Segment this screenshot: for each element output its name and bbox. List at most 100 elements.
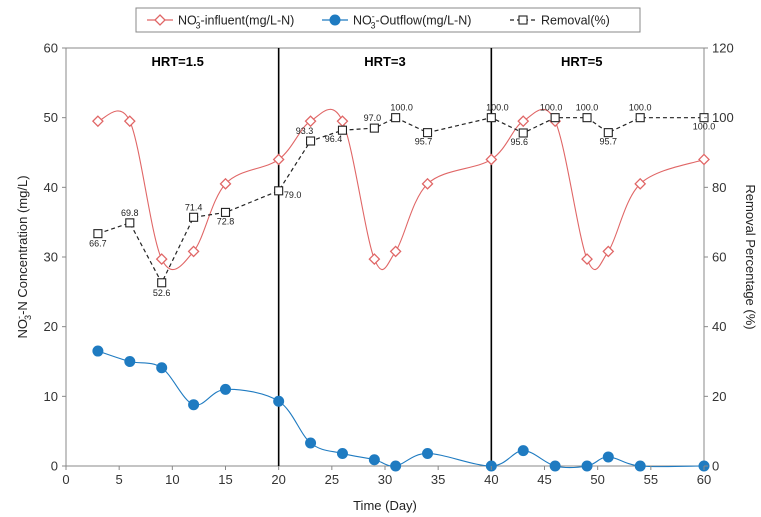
point-influent	[123, 115, 136, 128]
y-tick-label: 50	[44, 110, 58, 125]
point-influent	[219, 177, 232, 190]
data-label-removal: 97.0	[364, 113, 382, 123]
point-removal	[125, 218, 135, 228]
y2-tick-label: 40	[712, 319, 726, 334]
x-tick-label: 55	[644, 472, 658, 487]
point-influent	[91, 115, 104, 128]
y2-tick-label: 100	[712, 110, 734, 125]
point-influent	[581, 253, 593, 266]
point-removal	[550, 113, 560, 123]
point-removal	[635, 113, 645, 123]
legend: NO-3-influent(mg/L-N) NO-3-Outflow(mg/L-N…	[135, 7, 641, 33]
data-label-removal: 100.0	[486, 103, 509, 113]
point-removal	[582, 113, 592, 123]
series-line-influent	[97, 108, 705, 271]
y-axis-title: NO-3-N Concentration (mg/L)	[14, 175, 33, 338]
legend-label-outflow: NO-3-Outflow(mg/L-N)	[353, 12, 471, 31]
y-tick-label: 10	[44, 389, 58, 404]
point-removal	[157, 278, 167, 288]
point-removal	[422, 128, 433, 138]
point-removal	[391, 113, 401, 123]
x-tick-label: 10	[165, 472, 179, 487]
x-tick-label: 20	[271, 472, 285, 487]
point-outflow	[390, 460, 402, 472]
x-tick-label: 5	[116, 472, 123, 487]
x-tick-label: 35	[431, 472, 445, 487]
data-label-removal: 100.0	[629, 103, 652, 113]
series-removal	[93, 113, 709, 288]
data-label-removal: 100.0	[390, 103, 413, 113]
point-outflow	[220, 383, 231, 395]
point-outflow	[124, 356, 136, 367]
point-removal	[603, 128, 613, 138]
point-outflow	[634, 460, 646, 472]
point-influent	[336, 115, 349, 128]
series-influent	[91, 108, 710, 271]
y2-tick-label: 20	[712, 389, 726, 404]
point-outflow	[336, 447, 348, 459]
data-label-removal: 95.7	[415, 137, 433, 147]
series-line-removal	[97, 117, 704, 285]
legend-marker	[329, 14, 341, 26]
y-tick-label: 30	[44, 250, 58, 265]
data-label-removal: 96.4	[325, 134, 343, 144]
legend-label-influent: NO-3-influent(mg/L-N)	[178, 12, 294, 31]
data-label-removal: 95.7	[600, 137, 618, 147]
y2-axis-title: Removal Percentage (%)	[743, 184, 758, 329]
legend-label-removal: Removal(%)	[541, 14, 610, 28]
data-label-removal: 72.8	[217, 216, 235, 226]
data-label-removal: 100.0	[693, 122, 716, 132]
point-removal	[220, 207, 231, 217]
point-outflow	[368, 454, 380, 466]
x-tick-label: 15	[218, 472, 232, 487]
point-influent	[304, 115, 317, 128]
point-removal	[337, 125, 348, 135]
point-removal	[274, 186, 284, 196]
point-influent	[485, 153, 498, 166]
point-outflow	[305, 437, 317, 449]
hrt-label: HRT=1.5	[151, 54, 203, 69]
point-removal	[518, 128, 528, 138]
point-outflow	[273, 395, 285, 407]
series-layer	[91, 108, 710, 472]
point-outflow	[156, 362, 168, 374]
point-removal	[93, 229, 103, 239]
point-influent	[602, 245, 615, 258]
point-influent	[187, 245, 200, 258]
point-influent	[517, 115, 530, 128]
x-tick-label: 30	[378, 472, 392, 487]
x-axis-title: Time (Day)	[353, 498, 417, 513]
point-removal	[486, 113, 496, 123]
point-outflow	[422, 447, 434, 459]
x-tick-label: 0	[62, 472, 69, 487]
point-removal	[189, 212, 199, 222]
point-outflow	[92, 345, 104, 357]
point-outflow	[549, 460, 561, 472]
data-label-removal: 69.8	[121, 208, 139, 218]
legend-marker	[154, 14, 166, 26]
point-outflow	[602, 451, 614, 463]
point-influent	[272, 153, 285, 166]
y-tick-label: 40	[44, 180, 58, 195]
legend-box	[135, 7, 641, 33]
data-label-removal: 79.0	[284, 190, 302, 200]
point-influent	[155, 253, 168, 266]
axes: 0 5 10 15 20 25 30 35 40 45 50 55 600102030405060020…	[14, 41, 758, 514]
point-influent	[698, 153, 710, 166]
y2-tick-label: 60	[712, 250, 726, 265]
point-outflow	[581, 460, 593, 472]
data-label-removal: 71.4	[185, 202, 203, 212]
y-tick-label: 20	[44, 319, 58, 334]
legend-marker	[518, 15, 528, 25]
point-removal	[306, 136, 316, 146]
x-tick-label: 60	[697, 472, 711, 487]
point-influent	[421, 177, 434, 190]
hrt-label: HRT=5	[561, 54, 603, 69]
data-labels: 66.7 69.8 52.6 71.4 72.8 79.0 93.3 96.4 97.0 100.…	[89, 103, 715, 298]
data-label-removal: 100.0	[540, 103, 563, 113]
y2-tick-label: 80	[712, 180, 726, 195]
y2-tick-label: 120	[712, 41, 734, 56]
data-label-removal: 100.0	[576, 103, 599, 113]
point-influent	[389, 245, 402, 258]
